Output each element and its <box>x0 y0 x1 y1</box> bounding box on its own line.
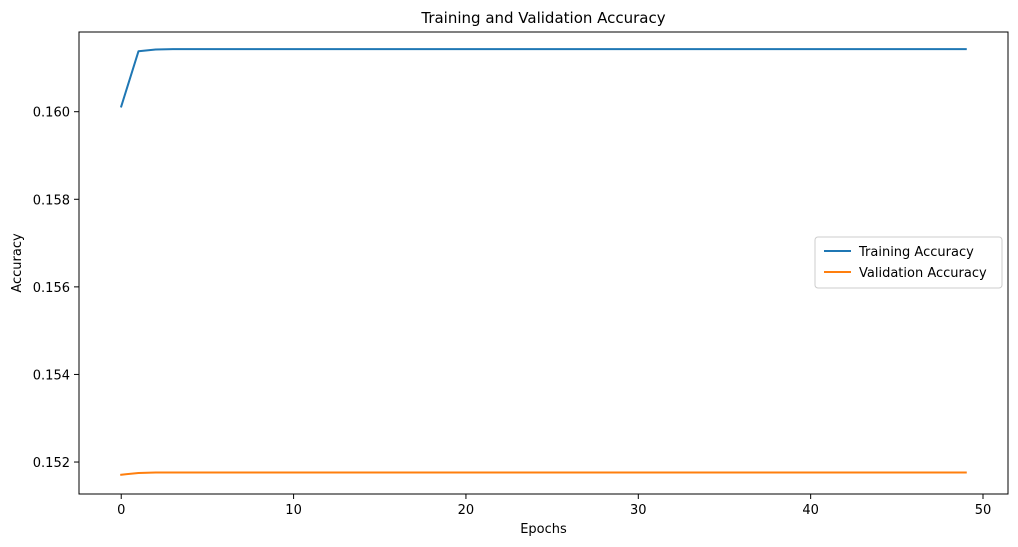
x-axis-label: Epochs <box>520 522 567 537</box>
series-line-training-accuracy <box>119 48 967 108</box>
plot-frame <box>78 31 1009 495</box>
x-tick-label: 10 <box>285 503 302 518</box>
legend-label-validation: Validation Accuracy <box>859 266 987 281</box>
y-tick-label: 0.160 <box>33 106 70 121</box>
chart-title: Training and Validation Accuracy <box>420 9 665 27</box>
x-tick-label: 0 <box>117 503 125 518</box>
series-line-validation-accuracy <box>120 471 967 476</box>
x-tick-label: 20 <box>458 503 475 518</box>
legend-label-training: Training Accuracy <box>858 245 974 260</box>
x-axis-ticks: 0 10 20 30 40 50 <box>117 494 991 518</box>
x-tick-label: 30 <box>630 503 647 518</box>
y-axis-ticks: 0.152 0.154 0.156 0.158 0.160 <box>33 106 79 471</box>
legend: Training Accuracy Validation Accuracy <box>814 236 1003 289</box>
y-tick-label: 0.152 <box>33 456 70 471</box>
legend-box <box>814 236 1003 289</box>
x-tick-label: 50 <box>975 503 992 518</box>
y-tick-label: 0.154 <box>33 368 70 383</box>
x-tick-label: 40 <box>802 503 819 518</box>
series-layer <box>119 48 967 476</box>
y-tick-label: 0.158 <box>33 193 70 208</box>
y-tick-label: 0.156 <box>33 281 70 296</box>
y-axis-label: Accuracy <box>10 233 25 293</box>
